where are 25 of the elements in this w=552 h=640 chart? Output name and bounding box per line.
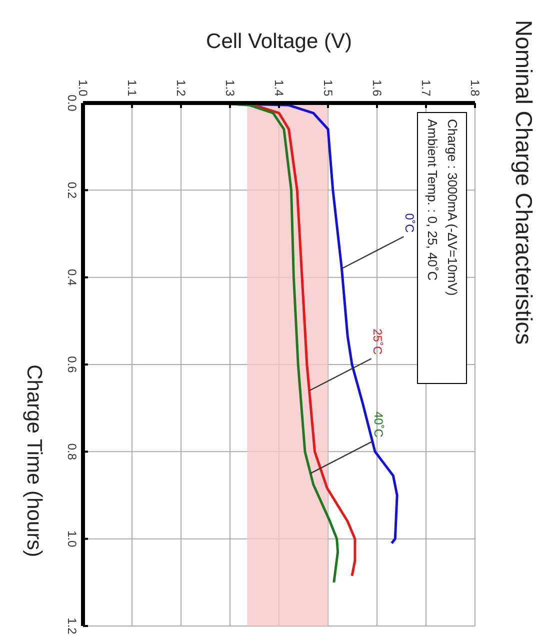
x-tick-label: 1.8 [468,80,482,97]
x-tick-label: 1.5 [321,80,335,97]
y-tick-label: 0.8 [65,443,79,460]
y-tick-label: 0.0 [65,94,79,112]
y-tick-label: 1.0 [65,530,79,548]
x-axis-title: Cell Voltage (V) [206,30,352,53]
y-tick-label: 0.2 [65,182,79,199]
note-box: Charge : 3000mA (-ΔV=10mV) Ambient Temp. : 0, 25, 40˚C [417,112,467,384]
annotation: 25˚C [370,328,384,355]
text: Nominal Charge Characteristics [510,20,537,345]
y-tick-label: 0.4 [65,268,79,286]
y-axis-title: Charge Time (hours) [22,364,46,558]
x-tick-label: 1.6 [370,80,384,97]
x-tick-label: 1.4 [272,80,286,97]
annotation: Charge : 3000mA (-ΔV=10mV) [444,119,461,298]
y-tick-label: 0.6 [65,356,79,374]
y-tick-label: 1.2 [65,618,79,635]
annotation: Ambient Temp. : 0, 25, 40˚C [424,119,441,283]
annotation: 0˚C [402,213,417,233]
x-tick-label: 1.3 [223,80,237,97]
x-tick-label: 1.0 [76,80,90,97]
x-tick-label: 1.2 [174,80,188,97]
x-tick-label: 1.7 [419,80,433,97]
x-tick-label: 1.1 [125,80,139,97]
annotation: 40˚C [371,411,386,438]
